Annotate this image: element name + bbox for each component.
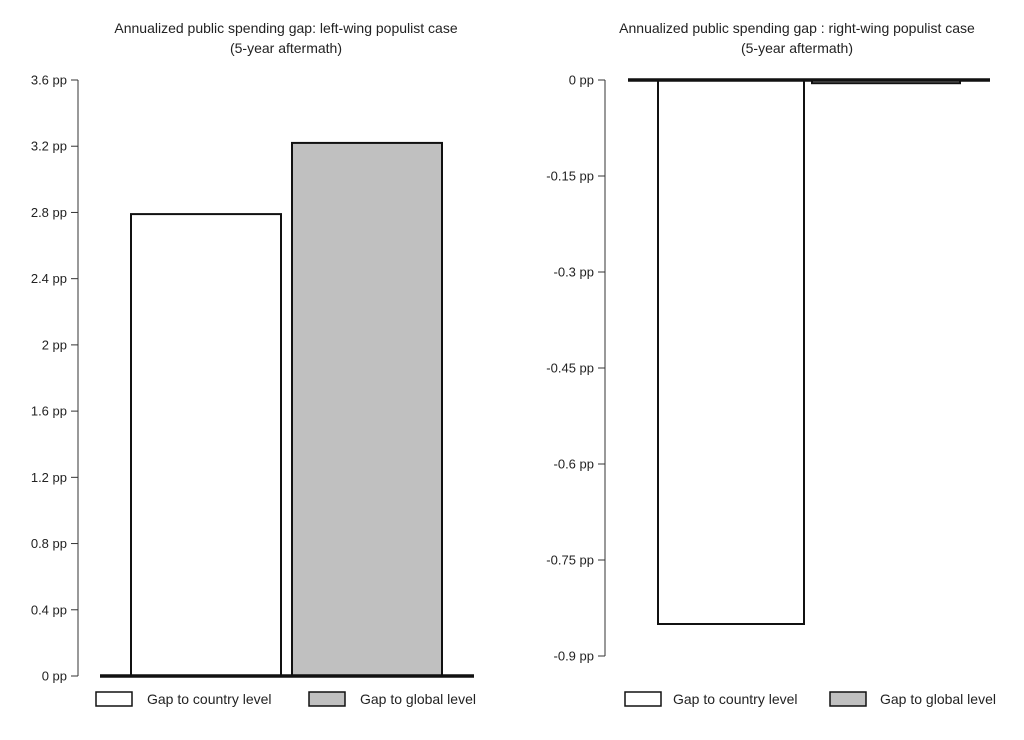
legend: Gap to country level Gap to global level [95, 691, 476, 707]
legend: Gap to country level Gap to global level [624, 691, 996, 707]
chart-subtitle: (5-year aftermath) [230, 40, 342, 56]
y-tick-label: 1.2 pp [31, 470, 67, 485]
chart-1: Annualized public spending gap: left-win… [31, 20, 476, 707]
y-tick-label: 0.4 pp [31, 602, 67, 617]
y-tick-label: 3.6 pp [31, 73, 67, 88]
y-tick-label: 0.8 pp [31, 536, 67, 551]
legend-label: Gap to country level [673, 691, 798, 707]
chart-title: Annualized public spending gap : right-w… [619, 20, 975, 36]
legend-swatch [308, 691, 346, 707]
legend-label: Gap to global level [880, 691, 996, 707]
chart-title: Annualized public spending gap: left-win… [114, 20, 457, 36]
legend-swatch [624, 691, 662, 707]
y-tick-label: 0 pp [569, 73, 594, 88]
y-tick-label: -0.75 pp [546, 553, 594, 568]
y-tick-label: 3.2 pp [31, 139, 67, 154]
legend-swatch [829, 691, 867, 707]
legend-label: Gap to global level [360, 691, 476, 707]
bar-country-level [130, 213, 282, 677]
legend-label: Gap to country level [147, 691, 272, 707]
y-tick-label: -0.9 pp [554, 649, 594, 664]
bar-global-level [291, 141, 443, 677]
y-tick-label: 0 pp [42, 669, 67, 684]
y-tick-label: -0.15 pp [546, 169, 594, 184]
y-tick-label: -0.3 pp [554, 265, 594, 280]
chart-subtitle: (5-year aftermath) [741, 40, 853, 56]
y-tick-label: -0.45 pp [546, 361, 594, 376]
legend-swatch [95, 691, 133, 707]
y-tick-label: 1.6 pp [31, 404, 67, 419]
y-tick-label: 2.8 pp [31, 205, 67, 220]
y-tick-label: 2.4 pp [31, 271, 67, 286]
bar-country-level [657, 79, 805, 625]
chart-2: Annualized public spending gap : right-w… [546, 20, 996, 707]
y-tick-label: -0.6 pp [554, 457, 594, 472]
y-tick-label: 2 pp [42, 337, 67, 352]
